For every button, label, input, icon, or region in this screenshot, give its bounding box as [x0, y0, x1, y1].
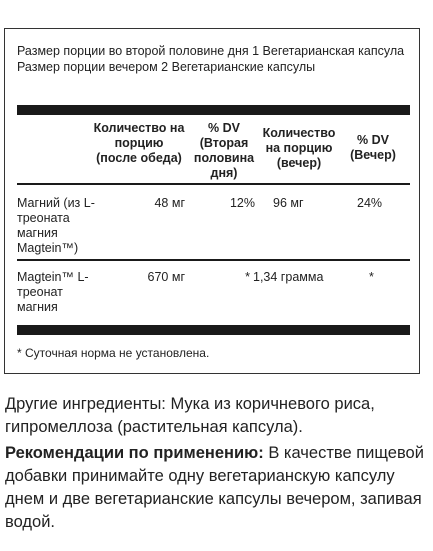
supplement-facts-panel: Размер порции во второй половине дня 1 В…: [4, 28, 420, 374]
serving-size-info: Размер порции во второй половине дня 1 В…: [17, 43, 412, 75]
nutrient-name: Магний (из L-треоната магния Magtein™): [17, 196, 95, 255]
footnote: * Суточная норма не установлена.: [17, 346, 210, 360]
serving-size-afternoon: Размер порции во второй половине дня 1 В…: [17, 44, 405, 58]
col-header-dv-evening: % DV (Вечер): [350, 133, 396, 162]
dv-afternoon: *: [245, 270, 250, 284]
amount-afternoon: 48 мг: [154, 196, 185, 210]
dv-afternoon: 12%: [229, 196, 255, 210]
divider-thin: [17, 183, 410, 185]
amount-afternoon: 670 мг: [147, 270, 185, 284]
serving-size-evening: Размер порции вечером 2 Вегетарианские к…: [17, 60, 316, 74]
divider-thick: [17, 105, 410, 115]
divider-thick: [17, 325, 410, 335]
col-header-amount-evening: Количество на порцию (вечер): [262, 126, 336, 170]
directions-label: Рекомендации по применению:: [5, 444, 264, 462]
divider-thin: [17, 259, 410, 261]
directions-text: В качестве пищевой добавки принимайте од…: [5, 444, 424, 531]
col-header-amount-afternoon: Количество на порцию (после обеда): [93, 121, 185, 165]
dv-evening: *: [369, 270, 374, 284]
amount-evening: 96 мг: [273, 196, 304, 210]
col-header-dv-afternoon: % DV (Вторая половина дня): [193, 121, 255, 180]
directions: Рекомендации по применению: В качестве п…: [5, 442, 430, 534]
other-ingredients: Другие ингредиенты: Мука из коричневого …: [5, 395, 375, 436]
nutrient-name: Magtein™ L-треонат магния: [17, 270, 89, 314]
dv-evening: 24%: [357, 196, 383, 210]
amount-evening: 1,34 грамма: [253, 270, 324, 284]
